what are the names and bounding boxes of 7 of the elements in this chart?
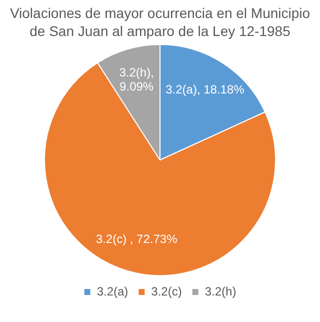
chart-title: Violaciones de mayor ocurrencia en el Municipio de San Juan al amparo de la Ley 12-1985: [8, 4, 312, 40]
data-label: 3.2(c) , 72.73%: [96, 232, 178, 246]
data-label: 3.2(a), 18.18%: [166, 82, 245, 96]
legend-label: 3.2(a): [96, 284, 128, 298]
data-label: 3.2(h), 9.09%: [119, 66, 154, 94]
legend-label: 3.2(h): [204, 284, 236, 298]
legend-label: 3.2(c): [151, 284, 182, 298]
